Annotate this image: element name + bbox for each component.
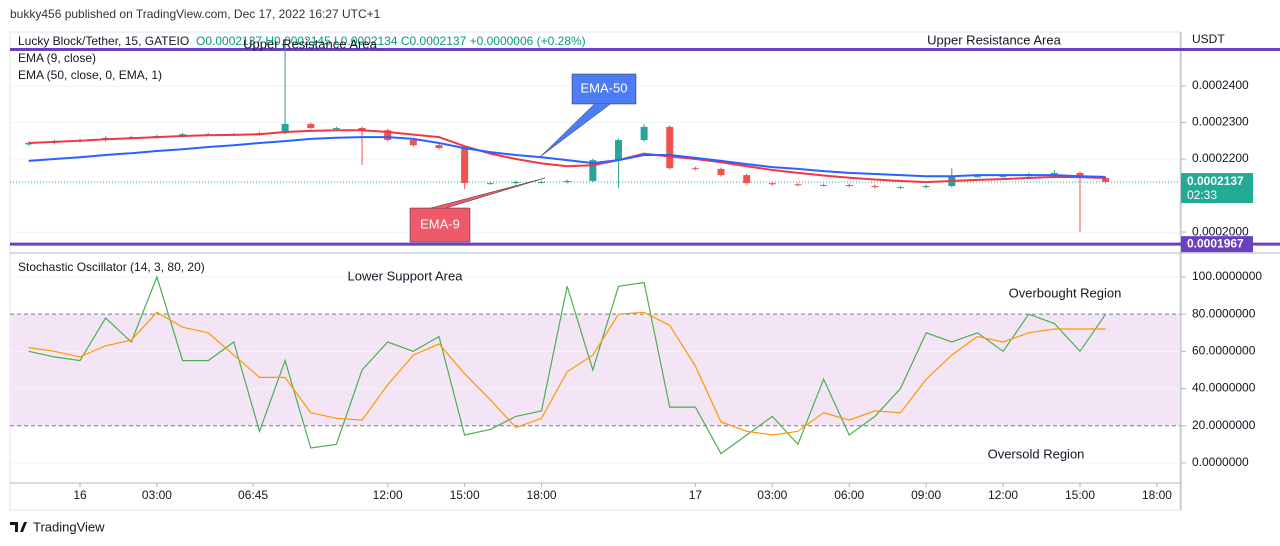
callout-label: EMA-9 [420, 216, 460, 231]
ohlc-legend: O0.0002137 H0.0002145 L0.0002134 C0.0002… [196, 34, 586, 48]
callout-box [571, 73, 637, 105]
candle-body [768, 183, 776, 185]
x-tick-label: 15:00 [1065, 488, 1095, 502]
callout-pointer [539, 103, 611, 158]
x-tick-label: 09:00 [911, 488, 941, 502]
candle-body [461, 148, 469, 184]
annotation: Lower Support Area [348, 268, 464, 283]
countdown-label: 02:33 [1187, 188, 1217, 202]
candle-body [281, 123, 289, 134]
candle-body [666, 126, 674, 169]
x-tick-label: 12:00 [373, 488, 403, 502]
y-tick-label: 0.0002300 [1192, 115, 1249, 129]
currency-label: USDT [1192, 32, 1225, 46]
x-tick-label: 06:00 [834, 488, 864, 502]
candle-body [589, 160, 597, 181]
y-tick-label: 20.0000000 [1192, 418, 1256, 432]
candle-body [845, 184, 853, 187]
publish-header: bukky456 published on TradingView.com, D… [10, 7, 381, 21]
x-tick-label: 16 [73, 488, 87, 502]
y-tick-label: 0.0002200 [1192, 151, 1249, 165]
symbol-title: Lucky Block/Tether, 15, GATEIO [18, 34, 189, 48]
x-tick-label: 15:00 [450, 488, 480, 502]
support-price-box [1181, 236, 1253, 253]
callout-box [409, 207, 471, 243]
candle-body [486, 183, 494, 185]
y-tick-label: 100.0000000 [1192, 269, 1262, 283]
annotation: Upper Resistance Area [243, 36, 377, 51]
legend-entry: EMA (50, close, 0, EMA, 1) [18, 68, 162, 82]
candle-body [794, 184, 802, 186]
x-tick-label: 18:00 [527, 488, 557, 502]
y-tick-label: 0.0000000 [1192, 455, 1249, 469]
logo-mark [10, 522, 27, 532]
candle-body [1050, 172, 1058, 175]
candle-body [307, 123, 315, 128]
candle-body [435, 145, 443, 149]
indicator-line [28, 136, 1106, 178]
chart-frame [9, 31, 1181, 511]
plot-layer: 0.00024000.00023000.00022000.00020000.00… [10, 32, 1280, 502]
candle-body [743, 175, 751, 184]
candle-body [384, 130, 392, 141]
x-tick-label: 17 [689, 488, 703, 502]
x-tick-label: 06:45 [238, 488, 268, 502]
candle-body [640, 126, 648, 141]
callout-pointer [430, 177, 546, 209]
candle-body [897, 187, 905, 189]
y-tick-label: 80.0000000 [1192, 306, 1256, 320]
last-price-label: 0.0002137 [1187, 174, 1244, 188]
annotation: Overbought Region [1009, 285, 1122, 300]
candle-body [999, 176, 1007, 178]
x-tick-label: 12:00 [988, 488, 1018, 502]
x-tick-label: 03:00 [757, 488, 787, 502]
candle-body [973, 176, 981, 178]
candle-body [512, 182, 520, 184]
candle-body [538, 182, 546, 184]
candle-body [332, 127, 340, 129]
x-tick-label: 18:00 [1142, 488, 1172, 502]
candle-body [614, 140, 622, 161]
candle-body [25, 142, 33, 145]
last-price-box [1181, 173, 1253, 204]
y-tick-label: 0.0002400 [1192, 78, 1249, 92]
annotation: Upper Resistance Area [927, 32, 1061, 47]
candle-body [1102, 178, 1110, 183]
candle-body [358, 127, 366, 131]
candle-body [409, 140, 417, 146]
indicator-title: Stochastic Oscillator (14, 3, 80, 20) [18, 260, 205, 274]
callout-label: EMA-50 [581, 80, 628, 95]
candle-body [717, 168, 725, 176]
band-fill [10, 314, 1180, 426]
annotation: Oversold Region [988, 446, 1085, 461]
logo [10, 522, 27, 532]
footer-brand: TradingView [33, 519, 105, 534]
indicator-line [28, 129, 1106, 184]
support-price-label: 0.0001967 [1187, 236, 1244, 250]
x-tick-label: 03:00 [142, 488, 172, 502]
indicator-line [28, 275, 1107, 455]
indicator-line [28, 311, 1106, 436]
legend-entry: EMA (9, close) [18, 51, 96, 65]
candle-body [922, 186, 930, 188]
candle-body [563, 180, 571, 183]
y-tick-label: 60.0000000 [1192, 344, 1256, 358]
candle-body [820, 184, 828, 186]
y-tick-label: 0.0002000 [1192, 224, 1249, 238]
y-tick-label: 40.0000000 [1192, 381, 1256, 395]
candle-body [691, 168, 699, 170]
candle-body [871, 186, 879, 188]
